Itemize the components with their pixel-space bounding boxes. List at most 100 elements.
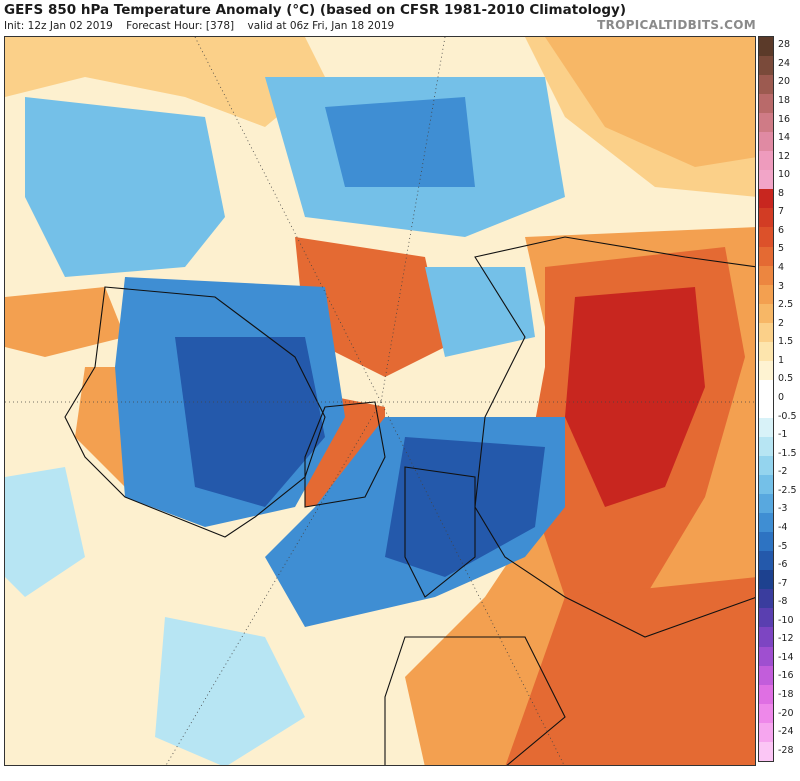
colorbar-label: 1.5 — [778, 336, 794, 348]
warm-area-west-edge — [5, 287, 125, 357]
colorbar-label: 0 — [778, 392, 785, 403]
colorbar-label: -28 — [778, 744, 794, 756]
colorbar-segment — [759, 570, 773, 590]
colorbar-label: 7 — [778, 206, 785, 218]
colorbar-label: 20 — [778, 76, 791, 88]
colorbar-segment — [759, 532, 773, 552]
coastlines — [64, 236, 755, 765]
colorbar-segment — [759, 284, 773, 304]
colorbar-label: 12 — [778, 150, 791, 162]
colorbar — [758, 36, 774, 762]
colorbar-segment — [759, 741, 773, 761]
colorbar-segment — [759, 75, 773, 95]
colorbar-segment — [759, 132, 773, 152]
europe-south-outline — [384, 636, 566, 765]
colorbar-label: 18 — [778, 94, 791, 106]
colorbar-label: 16 — [778, 113, 791, 125]
colorbar-label: 8 — [778, 187, 785, 199]
colorbar-segment — [759, 151, 773, 171]
colorbar-segment — [759, 456, 773, 476]
hot-core-siberia — [565, 287, 705, 507]
north-america-outline — [64, 286, 326, 538]
cold-area-west — [5, 467, 85, 597]
colorbar-segment — [759, 703, 773, 723]
map-title: GEFS 850 hPa Temperature Anomaly (°C) (b… — [4, 2, 627, 18]
init-time: Init: 12z Jan 02 2019 — [4, 20, 113, 32]
colorbar-label: 28 — [778, 39, 791, 51]
colorbar-segment — [759, 360, 773, 380]
cold-area-atlantic-south — [155, 617, 305, 765]
cold-area-pacific — [25, 97, 225, 277]
forecast-hour: Forecast Hour: [378] — [126, 20, 235, 32]
colorbar-segment — [759, 646, 773, 666]
colorbar-label: -7 — [778, 577, 788, 589]
colorbar-label: -24 — [778, 726, 794, 738]
colorbar-label: 2.5 — [778, 299, 794, 311]
header: GEFS 850 hPa Temperature Anomaly (°C) (b… — [0, 0, 800, 36]
cold-core-arctic-ocean — [325, 97, 475, 187]
colorbar-label: -5 — [778, 540, 788, 552]
colorbar-segment — [759, 113, 773, 133]
colorbar-label: 6 — [778, 224, 785, 236]
graticule — [5, 37, 755, 765]
colorbar-segment — [759, 341, 773, 361]
eurasia-outline — [474, 236, 755, 638]
greenland-outline — [304, 401, 386, 508]
colorbar-label: -6 — [778, 559, 788, 571]
cold-core-scandinavia — [385, 437, 545, 577]
warm-area-middle-east — [505, 577, 755, 765]
colorbar-segment — [759, 684, 773, 704]
colorbar-segment — [759, 37, 773, 57]
colorbar-label: -8 — [778, 596, 788, 608]
colorbar-label: 14 — [778, 132, 791, 144]
colorbar-segment — [759, 208, 773, 228]
colorbar-label: 24 — [778, 57, 791, 69]
colorbar-label: -20 — [778, 707, 794, 719]
brand-watermark: TROPICALTIDBITS.COM — [597, 18, 756, 32]
colorbar-label: -2 — [778, 466, 788, 478]
colorbar-segment — [759, 513, 773, 533]
colorbar-segment — [759, 246, 773, 266]
colorbar-label: 1 — [778, 354, 785, 366]
colorbar-segment — [759, 189, 773, 209]
cold-core-canada — [175, 337, 325, 507]
colorbar-label: 10 — [778, 169, 791, 181]
scandinavia-outline — [404, 466, 476, 598]
colorbar-label: -16 — [778, 670, 794, 682]
colorbar-segment — [759, 608, 773, 628]
colorbar-segment — [759, 322, 773, 342]
map-canvas — [5, 37, 755, 765]
colorbar-segment — [759, 665, 773, 685]
colorbar-label: -12 — [778, 633, 794, 645]
colorbar-segment — [759, 398, 773, 418]
colorbar-label: 3 — [778, 280, 785, 292]
colorbar-label: 5 — [778, 243, 785, 255]
colorbar-segment — [759, 494, 773, 514]
colorbar-segment — [759, 227, 773, 247]
colorbar-segment — [759, 303, 773, 323]
colorbar-label: -3 — [778, 503, 788, 515]
map-subtitle: Init: 12z Jan 02 2019 Forecast Hour: [37… — [4, 20, 404, 32]
colorbar-segment — [759, 379, 773, 399]
cold-area-laptev — [425, 267, 535, 357]
colorbar-segment — [759, 589, 773, 609]
colorbar-segment — [759, 417, 773, 437]
colorbar-segment — [759, 265, 773, 285]
colorbar-label: -1 — [778, 429, 788, 441]
colorbar-segment — [759, 170, 773, 190]
warm-area-pacific-north — [5, 37, 325, 127]
colorbar-segment — [759, 56, 773, 76]
colorbar-segment — [759, 722, 773, 742]
colorbar-segment — [759, 475, 773, 495]
colorbar-segment — [759, 551, 773, 571]
colorbar-label: 4 — [778, 262, 785, 274]
colorbar-label: -0.5 — [778, 410, 797, 422]
colorbar-label: -4 — [778, 521, 788, 533]
colorbar-label: -2.5 — [778, 484, 797, 496]
valid-time: valid at 06z Fri, Jan 18 2019 — [247, 20, 395, 32]
colorbar-label: -14 — [778, 651, 794, 663]
colorbar-segment — [759, 627, 773, 647]
colorbar-label: -18 — [778, 689, 794, 701]
colorbar-segment — [759, 94, 773, 114]
colorbar-label: -10 — [778, 614, 794, 626]
